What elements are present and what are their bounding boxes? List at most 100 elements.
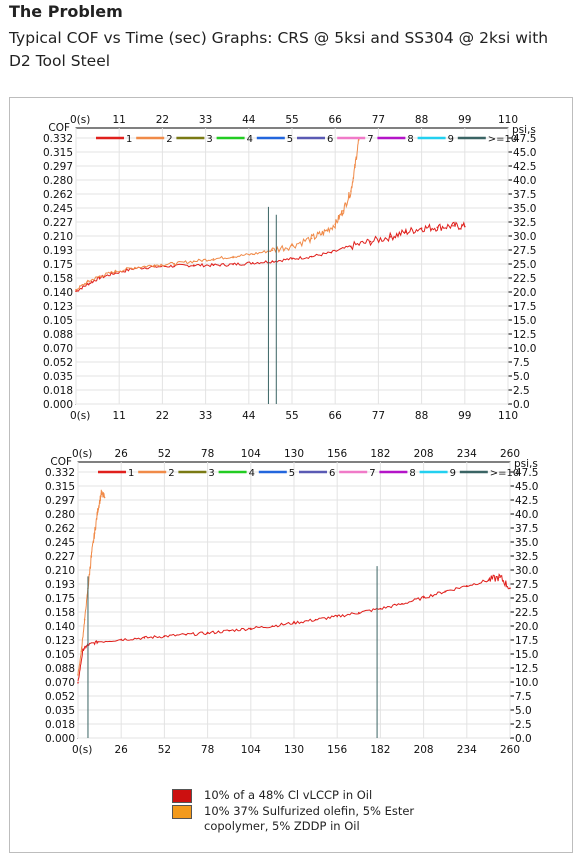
x-tick-label: 156 — [327, 744, 347, 756]
y-tick-label: 0.262 — [43, 189, 73, 201]
data-point — [444, 590, 447, 593]
legend-item-sulfurized: 10% 37% Sulfurized olefin, 5% Ester copo… — [172, 804, 429, 834]
channel-legend-label: >=10 — [488, 134, 517, 145]
y2-tick-label: 12.5 — [513, 329, 536, 341]
y2-tick-label: 37.5 — [515, 523, 538, 535]
x-tick-label: 11 — [113, 410, 126, 422]
y2-tick-label: 40.0 — [515, 509, 538, 521]
x-tick-label: 78 — [201, 744, 214, 756]
y-tick-label: 0.035 — [45, 705, 75, 717]
data-point — [80, 650, 83, 653]
x-tick-label-top: 0(s) — [70, 114, 90, 126]
legend-swatch-red — [172, 789, 192, 803]
x-tick-label: 88 — [415, 410, 428, 422]
channel-legend-label: 3 — [208, 468, 214, 479]
y2-tick-label: 15.0 — [515, 649, 538, 661]
y2-tick-label: 42.5 — [515, 495, 538, 507]
series-line-2 — [75, 139, 360, 291]
channel-legend-label: 6 — [327, 134, 333, 145]
y-tick-label: 0.297 — [43, 161, 73, 173]
y2-tick-label: 15.0 — [513, 315, 536, 327]
data-point — [75, 290, 77, 293]
y2-tick-label: 22.5 — [513, 273, 536, 285]
channel-legend-label: 5 — [289, 468, 295, 479]
y-tick-label: 0.000 — [45, 733, 75, 745]
data-point — [452, 224, 454, 227]
data-point — [98, 277, 101, 279]
data-point — [114, 272, 117, 274]
legend-label: 10% of a 48% Cl vLCCP in Oil — [204, 788, 373, 802]
y-tick-label: 0.088 — [43, 329, 73, 341]
y-tick-label: 0.105 — [45, 649, 75, 661]
data-point — [86, 280, 89, 283]
y-tick-label: 0.175 — [43, 259, 73, 271]
data-point — [93, 532, 96, 534]
y-tick-label: 0.123 — [43, 301, 73, 313]
y2-tick-label: 35.0 — [513, 203, 536, 215]
page-subtitle: Typical COF vs Time (sec) Graphs: CRS @ … — [9, 29, 549, 70]
data-point — [86, 283, 89, 285]
x-tick-label: 208 — [414, 744, 434, 756]
channel-legend-label: 8 — [407, 134, 413, 145]
y-tick-label: 0.052 — [45, 691, 75, 703]
legend: 10% of a 48% Cl vLCCP in Oil 10% 37% Sul… — [172, 788, 429, 834]
channel-legend-label: 7 — [369, 468, 375, 479]
page-title: The Problem — [9, 2, 123, 21]
x-tick-label: 0(s) — [70, 410, 90, 422]
x-tick-label: 44 — [242, 410, 256, 422]
x-tick-label: 26 — [115, 744, 129, 756]
data-point — [232, 263, 234, 266]
x-tick-label-top: 260 — [500, 448, 520, 460]
channel-legend-label: 7 — [367, 134, 373, 145]
channel-legend-label: >=10 — [490, 468, 519, 479]
y-tick-label: 0.245 — [43, 203, 73, 215]
y-tick-label: 0.245 — [45, 537, 75, 549]
x-tick-label-top: 208 — [414, 448, 434, 460]
y-tick-label: 0.105 — [43, 315, 73, 327]
data-point — [350, 190, 352, 192]
y2-tick-label: 30.0 — [515, 565, 538, 577]
x-tick-label: 99 — [458, 410, 471, 422]
data-point — [75, 288, 77, 291]
x-tick-label-top: 156 — [327, 448, 347, 460]
data-point — [83, 618, 86, 621]
y2-tick-label: 45.0 — [515, 481, 538, 493]
data-point — [350, 245, 352, 248]
data-point — [466, 585, 468, 587]
data-point — [389, 236, 391, 238]
y2-tick-label: 17.5 — [515, 635, 538, 647]
x-tick-label: 55 — [285, 410, 298, 422]
y-tick-label: 0.262 — [45, 523, 75, 535]
y2-tick-label: 7.5 — [513, 357, 530, 369]
x-tick-label-top: 234 — [457, 448, 477, 460]
data-point — [97, 508, 99, 511]
data-point — [193, 260, 195, 263]
y2-tick-label: 22.5 — [515, 607, 538, 619]
y2-tick-label: 25.0 — [513, 259, 536, 271]
y2-tick-label: 45.0 — [513, 147, 536, 159]
y-tick-label: 0.123 — [45, 635, 75, 647]
x-tick-label-top: 66 — [329, 114, 343, 126]
legend-item-chlorinated: 10% of a 48% Cl vLCCP in Oil — [172, 788, 429, 803]
channel-legend-label: 5 — [287, 134, 293, 145]
y-tick-label: 0.088 — [45, 663, 75, 675]
y2-tick-label: 47.5 — [513, 133, 536, 145]
y2-tick-label: 5.0 — [515, 705, 532, 717]
y2-tick-label: 42.5 — [513, 161, 536, 173]
data-point — [436, 226, 439, 229]
x-tick-label: 110 — [498, 410, 518, 422]
data-point — [271, 625, 274, 627]
data-point — [314, 618, 317, 621]
channel-legend-label: 9 — [448, 134, 454, 145]
data-point — [251, 262, 254, 264]
y2-tick-label: 35.0 — [515, 537, 538, 549]
x-tick-label-top: 22 — [156, 114, 169, 126]
data-point — [310, 255, 313, 258]
x-tick-label: 22 — [156, 410, 169, 422]
y2-tick-label: 10.0 — [513, 343, 536, 355]
data-point — [251, 253, 254, 255]
data-point — [322, 232, 325, 234]
y-tick-label: 0.227 — [43, 217, 73, 229]
channel-legend-label: 8 — [409, 468, 415, 479]
chart-bottom: 0.000 0.00.018 2.50.035 5.00.052 7.50.070 10.… — [45, 448, 538, 756]
